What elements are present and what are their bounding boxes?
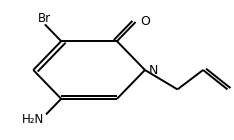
Text: O: O	[140, 15, 150, 28]
Text: H₂N: H₂N	[22, 113, 44, 126]
Text: Br: Br	[38, 12, 51, 25]
Text: N: N	[149, 64, 158, 77]
